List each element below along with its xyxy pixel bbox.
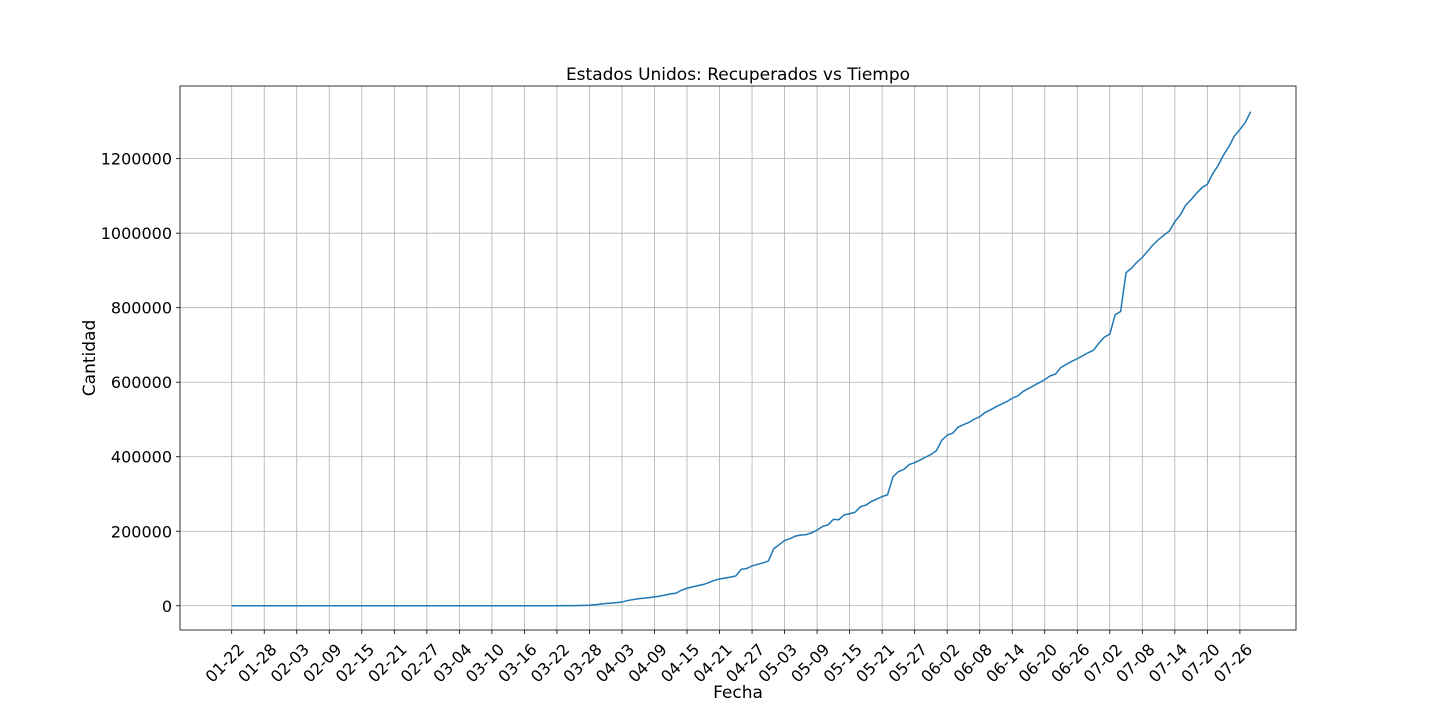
series-line-0 [231, 111, 1252, 607]
y-axis-label: Cantidad [80, 320, 100, 396]
x-axis: 01-2201-2802-0302-0902-1502-2102-2703-04… [202, 630, 1256, 686]
y-axis: 0 200000 400000 600000 800000 1000000 1200000 [101, 150, 180, 616]
x-axis-label: Fecha [713, 683, 763, 703]
plot-frame [179, 85, 1297, 631]
y-tick-label: 0 [162, 597, 172, 616]
y-tick-label: 400000 [111, 448, 172, 467]
y-tick-label: 800000 [111, 299, 172, 318]
grid [180, 86, 1296, 630]
y-tick-label: 1000000 [101, 224, 172, 243]
y-tick-label: 600000 [111, 373, 172, 392]
chart-title: Estados Unidos: Recuperados vs Tiempo [566, 65, 910, 85]
y-tick-label: 1200000 [101, 150, 172, 169]
y-tick-label: 200000 [111, 522, 172, 541]
series-layer [231, 111, 1252, 607]
